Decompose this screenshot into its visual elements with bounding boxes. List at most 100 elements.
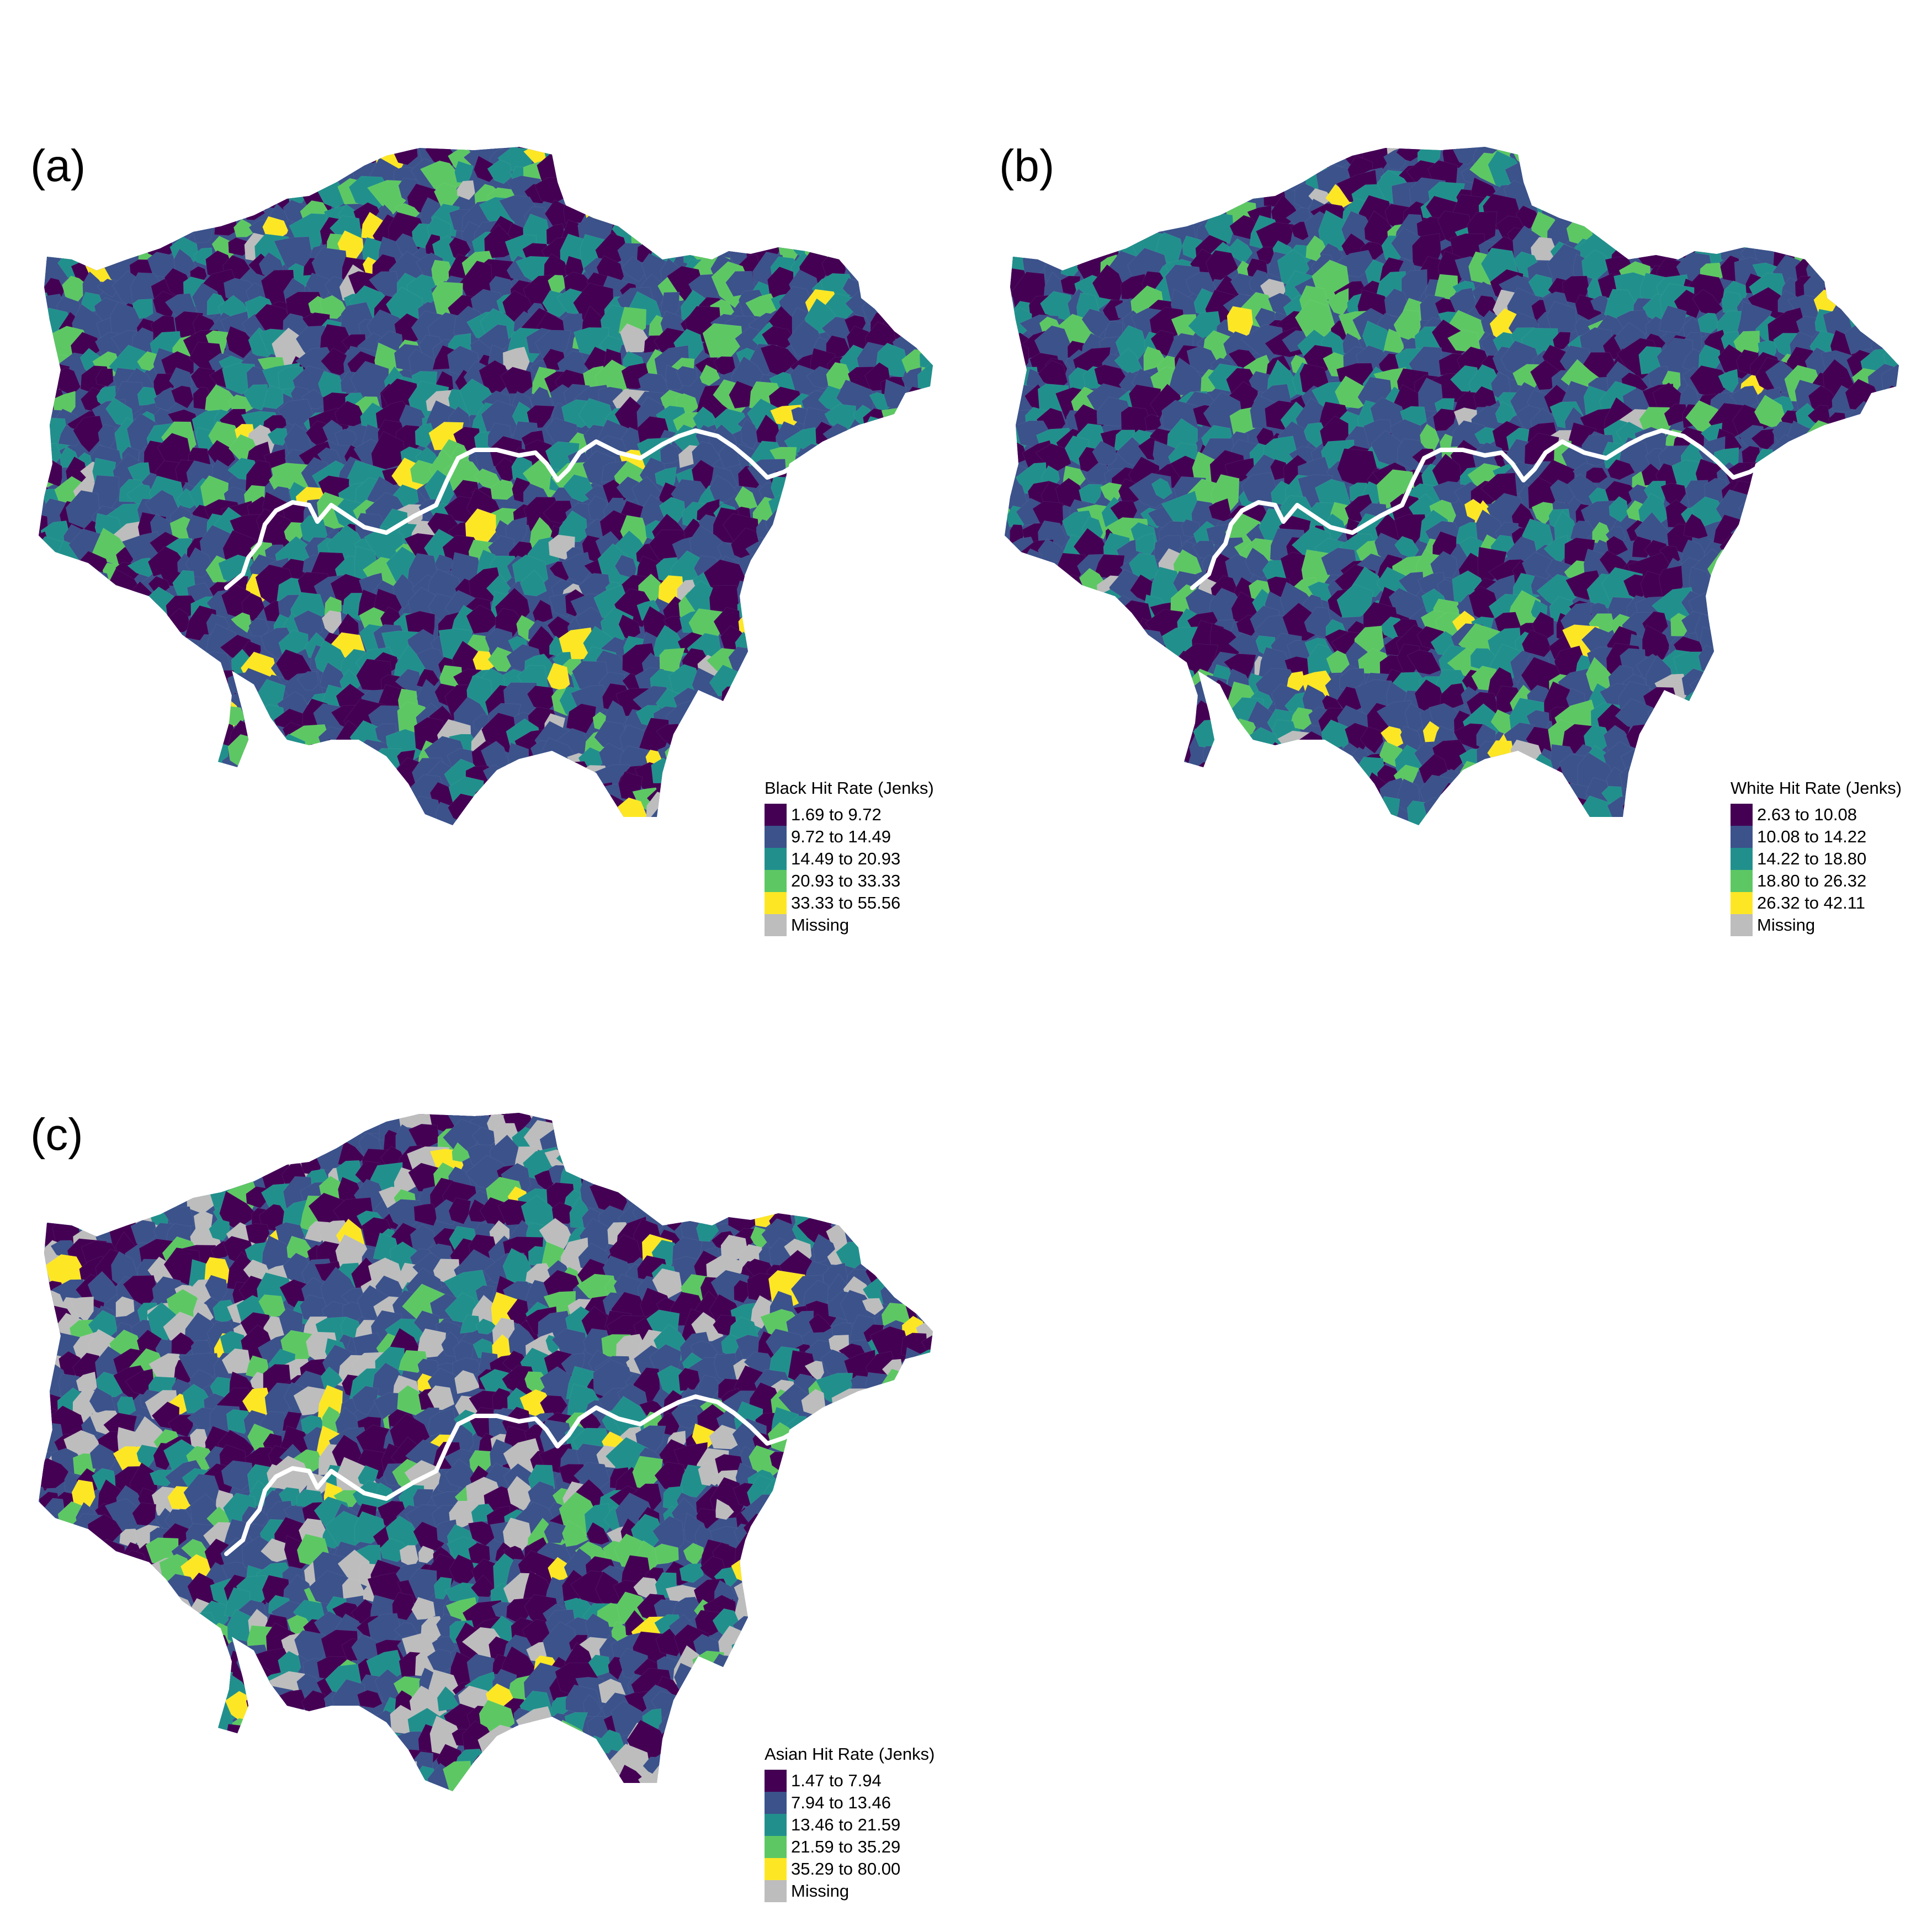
- ward-area: [797, 603, 837, 647]
- ward-area: [599, 147, 625, 170]
- london-choropleth-map: [39, 1082, 933, 1791]
- ward-area: [890, 1184, 911, 1206]
- ward-area: [735, 1113, 766, 1121]
- ward-area: [788, 1148, 810, 1167]
- ward-area: [1075, 785, 1104, 813]
- ward-area: [1540, 147, 1581, 172]
- ward-area: [1865, 594, 1899, 629]
- ward-area: [899, 1273, 921, 1302]
- ward-area: [1717, 587, 1750, 619]
- ward-area: [1005, 719, 1032, 748]
- ward-area: [750, 597, 776, 617]
- ward-area: [641, 1188, 666, 1213]
- ward-area: [1701, 198, 1733, 229]
- ward-area: [1060, 793, 1091, 825]
- ward-area: [39, 741, 60, 770]
- ward-area: [1859, 476, 1895, 511]
- ward-area: [1737, 163, 1765, 197]
- ward-area: [118, 179, 144, 198]
- ward-area: [1005, 147, 1015, 176]
- ward-area: [1022, 248, 1046, 275]
- ward-area: [1321, 784, 1350, 814]
- ward-area: [821, 1113, 859, 1137]
- ward-area: [1868, 651, 1892, 680]
- ward-area: [921, 574, 933, 599]
- ward-area: [1776, 721, 1814, 766]
- ward-area: [1867, 147, 1899, 162]
- ward-area: [1019, 194, 1052, 222]
- ward-area: [1731, 572, 1765, 607]
- ward-area: [808, 1524, 839, 1544]
- ward-area: [661, 147, 687, 169]
- ward-area: [169, 718, 204, 752]
- ward-area: [919, 1143, 933, 1171]
- ward-area: [1184, 147, 1222, 166]
- ward-area: [593, 147, 630, 159]
- ward-area: [773, 1536, 797, 1560]
- ward-area: [819, 480, 846, 506]
- london-choropleth-map: [39, 114, 933, 825]
- ward-area: [145, 1581, 173, 1601]
- ward-area: [726, 1122, 765, 1159]
- ward-area: [1706, 586, 1729, 604]
- ward-area: [341, 1113, 360, 1114]
- ward-area: [692, 114, 721, 145]
- ward-area: [1078, 150, 1098, 173]
- ward-area: [291, 802, 331, 825]
- ward-area: [113, 218, 138, 245]
- ward-area: [885, 198, 912, 223]
- ward-area: [50, 1165, 82, 1192]
- ward-area: [39, 577, 40, 605]
- ward-area: [654, 1164, 684, 1195]
- ward-area: [640, 147, 666, 168]
- ward-area: [1075, 736, 1108, 771]
- ward-area: [95, 368, 114, 387]
- ward-area: [1285, 147, 1319, 148]
- ward-area: [842, 462, 878, 498]
- ward-area: [803, 576, 836, 603]
- ward-area: [731, 725, 756, 755]
- ward-area: [1739, 147, 1772, 175]
- ward-area: [39, 559, 50, 586]
- ward-area: [164, 739, 198, 774]
- ward-area: [1195, 149, 1223, 183]
- ward-area: [1164, 783, 1206, 817]
- ward-area: [1062, 760, 1087, 785]
- ward-area: [786, 1130, 815, 1156]
- ward-area: [1848, 188, 1883, 225]
- ward-area: [836, 147, 877, 150]
- ward-area: [1869, 155, 1898, 183]
- ward-area: [829, 239, 856, 262]
- ward-area: [907, 551, 932, 587]
- ward-area: [838, 1408, 866, 1432]
- ward-area: [448, 1197, 471, 1225]
- ward-area: [1026, 666, 1053, 691]
- ward-area: [1022, 179, 1053, 209]
- ward-area: [901, 585, 933, 624]
- ward-area: [1883, 191, 1899, 226]
- ward-area: [273, 1113, 307, 1140]
- ward-area: [69, 1579, 99, 1607]
- ward-area: [350, 360, 389, 400]
- ward-area: [1893, 311, 1899, 336]
- ward-area: [1005, 189, 1028, 230]
- ward-area: [745, 1577, 779, 1606]
- ward-area: [772, 1165, 793, 1189]
- ward-area: [184, 703, 220, 734]
- ward-area: [1215, 786, 1238, 808]
- ward-area: [1846, 182, 1873, 208]
- ward-area: [798, 210, 824, 242]
- ward-area: [794, 718, 821, 744]
- ward-area: [63, 1525, 87, 1543]
- ward-area: [413, 1082, 440, 1112]
- ward-area: [1530, 237, 1558, 261]
- ward-area: [879, 498, 920, 535]
- ward-area: [243, 1113, 276, 1138]
- ward-area: [814, 126, 836, 145]
- ward-area: [1114, 147, 1148, 176]
- ward-area: [866, 690, 886, 710]
- ward-area: [1514, 776, 1538, 800]
- ward-area: [1813, 445, 1843, 476]
- ward-area: [116, 724, 145, 746]
- ward-area: [211, 1113, 244, 1134]
